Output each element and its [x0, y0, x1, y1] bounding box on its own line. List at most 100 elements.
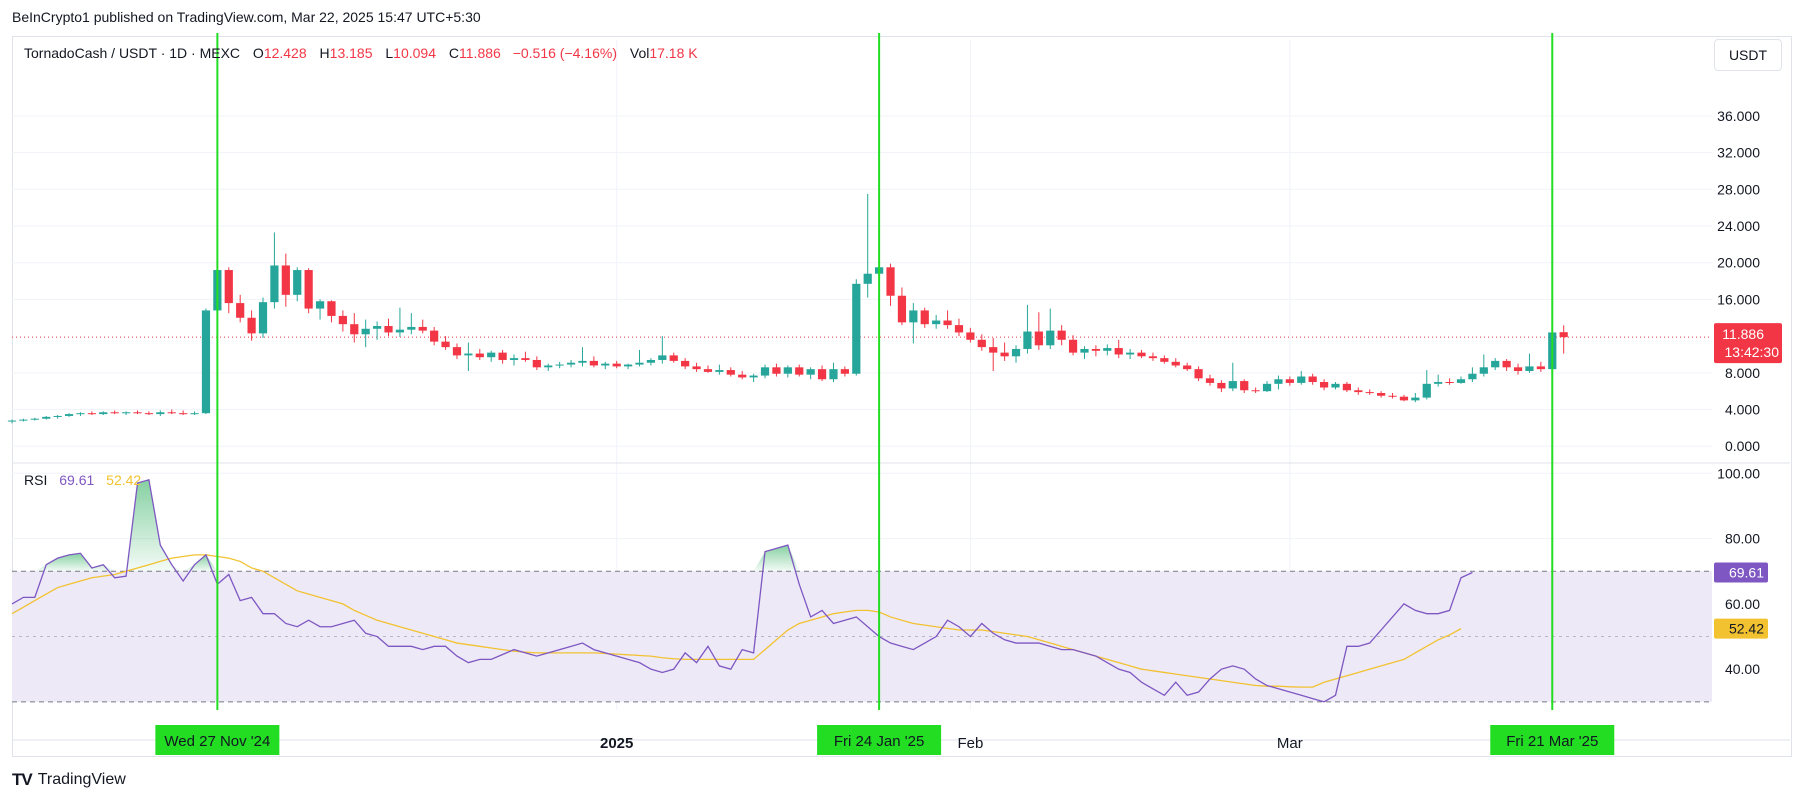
candle-body[interactable] [1513, 367, 1523, 371]
candle-body[interactable] [1171, 361, 1180, 366]
candle-body[interactable] [715, 370, 724, 372]
candle-body[interactable] [315, 301, 325, 309]
candle-body[interactable] [350, 324, 359, 335]
candle-body[interactable] [1160, 358, 1169, 362]
candle-body[interactable] [1046, 330, 1055, 346]
candle-body[interactable] [544, 365, 553, 368]
candle-body[interactable] [692, 366, 701, 370]
candle-body[interactable] [1205, 378, 1215, 383]
candle-body[interactable] [1342, 383, 1352, 391]
candle-body[interactable] [1091, 348, 1100, 351]
candle-body[interactable] [1468, 373, 1477, 380]
candle-body[interactable] [190, 413, 199, 415]
candle-body[interactable] [1502, 360, 1511, 368]
candle-body[interactable] [144, 413, 154, 415]
candle-body[interactable] [601, 363, 610, 366]
candle-body[interactable] [669, 355, 678, 361]
candle-body[interactable] [1126, 352, 1135, 355]
candle-body[interactable] [1319, 382, 1329, 388]
candle-body[interactable] [1285, 379, 1294, 383]
candle-body[interactable] [578, 360, 587, 363]
candle-body[interactable] [418, 326, 427, 331]
candle-body[interactable] [1274, 379, 1283, 384]
candle-body[interactable] [681, 360, 690, 367]
candle-body[interactable] [1434, 382, 1443, 384]
currency-button[interactable]: USDT [1714, 39, 1782, 71]
candle-body[interactable] [42, 416, 51, 419]
candle-body[interactable] [1103, 348, 1112, 351]
candle-body[interactable] [1536, 366, 1545, 370]
tradingview-footer[interactable]: TV TradingView [12, 770, 126, 790]
candle-body[interactable] [977, 339, 986, 348]
candle-body[interactable] [1331, 383, 1340, 388]
candle-body[interactable] [886, 267, 895, 296]
candle-body[interactable] [1445, 382, 1454, 383]
candle-body[interactable] [806, 369, 815, 375]
candle-body[interactable] [566, 362, 576, 365]
candle-body[interactable] [897, 295, 907, 323]
candle-body[interactable] [304, 270, 313, 309]
candle-body[interactable] [989, 347, 998, 353]
candle-body[interactable] [1525, 366, 1534, 371]
candle-body[interactable] [156, 412, 165, 415]
symbol-label[interactable]: TornadoCash / USDT · 1D · MEXC [24, 45, 241, 61]
candle-body[interactable] [1034, 331, 1043, 346]
candle-body[interactable] [1491, 360, 1500, 368]
candle-body[interactable] [909, 310, 918, 323]
candle-body[interactable] [635, 362, 644, 365]
candle-body[interactable] [954, 325, 964, 333]
candle-body[interactable] [1559, 332, 1568, 338]
candle-body[interactable] [99, 412, 108, 415]
candle-body[interactable] [624, 364, 633, 367]
candle-body[interactable] [1479, 367, 1488, 374]
candle-body[interactable] [19, 419, 28, 421]
candle-body[interactable] [1023, 331, 1032, 349]
candle-body[interactable] [555, 364, 564, 366]
candle-body[interactable] [361, 328, 370, 335]
candle-body[interactable] [441, 341, 450, 348]
candle-body[interactable] [30, 418, 39, 420]
candle-body[interactable] [236, 303, 245, 318]
candle-body[interactable] [920, 310, 929, 325]
candle-body[interactable] [703, 369, 713, 372]
candle-body[interactable] [829, 369, 838, 380]
candle-body[interactable] [64, 414, 74, 416]
candle-body[interactable] [612, 363, 621, 367]
candle-body[interactable] [53, 415, 62, 417]
candle-body[interactable] [430, 330, 439, 342]
candle-body[interactable] [121, 412, 131, 414]
candle-body[interactable] [840, 369, 849, 374]
candle-body[interactable] [852, 283, 861, 374]
candle-body[interactable] [1388, 395, 1397, 397]
candle-body[interactable] [201, 310, 211, 414]
candle-body[interactable] [943, 320, 952, 326]
candle-body[interactable] [338, 315, 347, 325]
candle-body[interactable] [487, 352, 496, 358]
rsi-name[interactable]: RSI [24, 472, 48, 488]
candle-body[interactable] [760, 367, 770, 376]
candle-body[interactable] [1217, 382, 1226, 389]
candle-body[interactable] [167, 412, 176, 414]
candle-body[interactable] [247, 317, 256, 334]
candle-body[interactable] [258, 302, 268, 334]
candle-body[interactable] [1308, 376, 1317, 382]
candle-body[interactable] [1240, 381, 1249, 391]
candle-body[interactable] [932, 320, 941, 325]
candle-body[interactable] [772, 367, 781, 374]
candle-body[interactable] [1137, 352, 1146, 357]
candle-body[interactable] [1354, 390, 1363, 393]
candle-body[interactable] [646, 359, 656, 363]
candle-body[interactable] [464, 353, 473, 356]
candle-body[interactable] [532, 359, 541, 368]
candle-body[interactable] [327, 301, 336, 316]
candle-body[interactable] [1262, 383, 1272, 392]
candle-body[interactable] [863, 273, 872, 284]
candle-body[interactable] [395, 329, 405, 333]
candle-body[interactable] [1068, 339, 1078, 353]
candle-body[interactable] [7, 420, 17, 422]
last-price-badge[interactable] [1714, 323, 1782, 364]
candle-body[interactable] [509, 358, 519, 360]
candle-body[interactable] [87, 413, 96, 415]
candle-body[interactable] [1000, 352, 1009, 357]
candle-body[interactable] [749, 375, 758, 378]
